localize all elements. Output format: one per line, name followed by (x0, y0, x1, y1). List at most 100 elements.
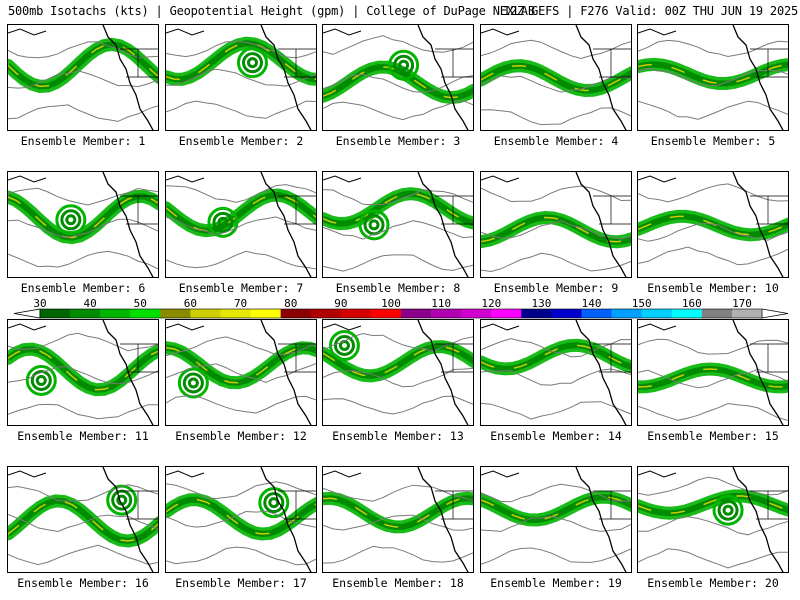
height-contour (323, 220, 473, 240)
political-borders (120, 490, 158, 520)
coastline-west (638, 28, 677, 36)
height-contour (323, 332, 473, 353)
height-contour (166, 68, 316, 87)
height-contour (166, 363, 316, 383)
vortex-isotach (187, 377, 199, 389)
coastline (260, 25, 312, 130)
height-contour (638, 39, 788, 58)
height-contour (481, 368, 631, 386)
coastline (575, 25, 627, 130)
scale-color-bin (130, 309, 161, 318)
scale-color-bin (461, 309, 492, 318)
height-contour (323, 484, 473, 502)
political-borders (593, 195, 631, 225)
scale-color-bin (40, 309, 71, 318)
vortex-isotach (177, 367, 209, 399)
ensemble-member-map (165, 171, 317, 278)
height-contour (166, 100, 316, 119)
coastline (102, 320, 154, 425)
height-contour (323, 254, 473, 272)
jet-max-streak (323, 66, 473, 99)
map-plot (481, 25, 631, 130)
ensemble-member-label: Ensemble Member: 15 (647, 429, 779, 443)
vortex-isotach (263, 492, 285, 514)
scale-color-bin (731, 309, 763, 318)
vortex-isotach (236, 47, 268, 79)
height-contour (323, 189, 473, 206)
scale-color-bin (581, 309, 612, 318)
height-contour (481, 75, 631, 93)
ensemble-member-map (637, 24, 789, 131)
coastline (732, 320, 784, 425)
political-borders (593, 343, 631, 373)
height-contour (166, 546, 316, 566)
vortex-isotach (65, 214, 77, 226)
height-contour (8, 218, 158, 238)
ensemble-member-label: Ensemble Member: 11 (17, 429, 149, 443)
height-contour (638, 246, 788, 266)
scale-tick-label: 110 (431, 297, 452, 310)
coastline-west (166, 28, 205, 36)
vortex-isotach (388, 49, 420, 81)
vortex-isotach (333, 335, 355, 357)
political-borders (278, 490, 316, 520)
scale-color-bin (551, 309, 582, 318)
height-contour (323, 35, 473, 55)
coastline (417, 467, 469, 572)
height-contour (323, 514, 473, 531)
ensemble-member-map (165, 319, 317, 426)
jet-max-streak (638, 63, 788, 85)
coastline-west (8, 175, 47, 183)
ensemble-member-map (165, 466, 317, 573)
ensemble-member-map (480, 24, 632, 131)
ensemble-member-map (7, 24, 159, 131)
vortex-isotach (182, 372, 204, 394)
vortex-isotach (25, 364, 57, 396)
scale-color-bin (641, 309, 673, 318)
ensemble-member-map (322, 24, 474, 131)
map-plot (323, 172, 473, 277)
jet-max-streak (323, 345, 473, 377)
color-scale-bar (13, 308, 789, 319)
coastline-west (481, 28, 520, 36)
scale-tick-label: 30 (33, 297, 47, 310)
vortex-isotach (363, 214, 385, 236)
ensemble-member-label: Ensemble Member: 8 (335, 281, 461, 295)
run-valid-time: 12Z GEFS | F276 Valid: 00Z THU JUN 19 20… (503, 4, 799, 18)
vortex-isotach (393, 54, 415, 76)
scale-color-bin (220, 309, 251, 318)
political-borders (278, 48, 316, 78)
vortex-isotach (368, 219, 380, 231)
map-plot (638, 467, 788, 572)
height-contour (481, 338, 631, 358)
ensemble-member-label: Ensemble Member: 10 (647, 281, 779, 295)
coastline (260, 467, 312, 572)
map-plot (481, 467, 631, 572)
vortex-isotach (217, 216, 229, 228)
map-plot (166, 467, 316, 572)
vortex-isotach (268, 497, 280, 509)
scale-tick-label: 130 (531, 297, 552, 310)
vortex-isotach (111, 489, 133, 511)
political-borders (120, 343, 158, 373)
jet-max-streak (323, 497, 473, 528)
scale-tick-label: 80 (284, 297, 298, 310)
ensemble-member-map (322, 466, 474, 573)
coastline (102, 25, 154, 130)
map-plot (323, 320, 473, 425)
ensemble-member-label: Ensemble Member: 14 (490, 429, 622, 443)
map-plot (323, 25, 473, 130)
coastline (575, 467, 627, 572)
political-borders (435, 195, 473, 225)
ensemble-member-map (637, 319, 789, 426)
jet-max-streak (166, 194, 316, 232)
ensemble-member-map (480, 466, 632, 573)
jet-stream-core (481, 62, 631, 94)
map-plot (166, 172, 316, 277)
political-borders (435, 343, 473, 373)
height-contour (8, 187, 158, 206)
coastline (102, 467, 154, 572)
political-borders (120, 48, 158, 78)
scale-tick-label: 70 (233, 297, 248, 310)
scale-tick-label: 90 (334, 297, 348, 310)
